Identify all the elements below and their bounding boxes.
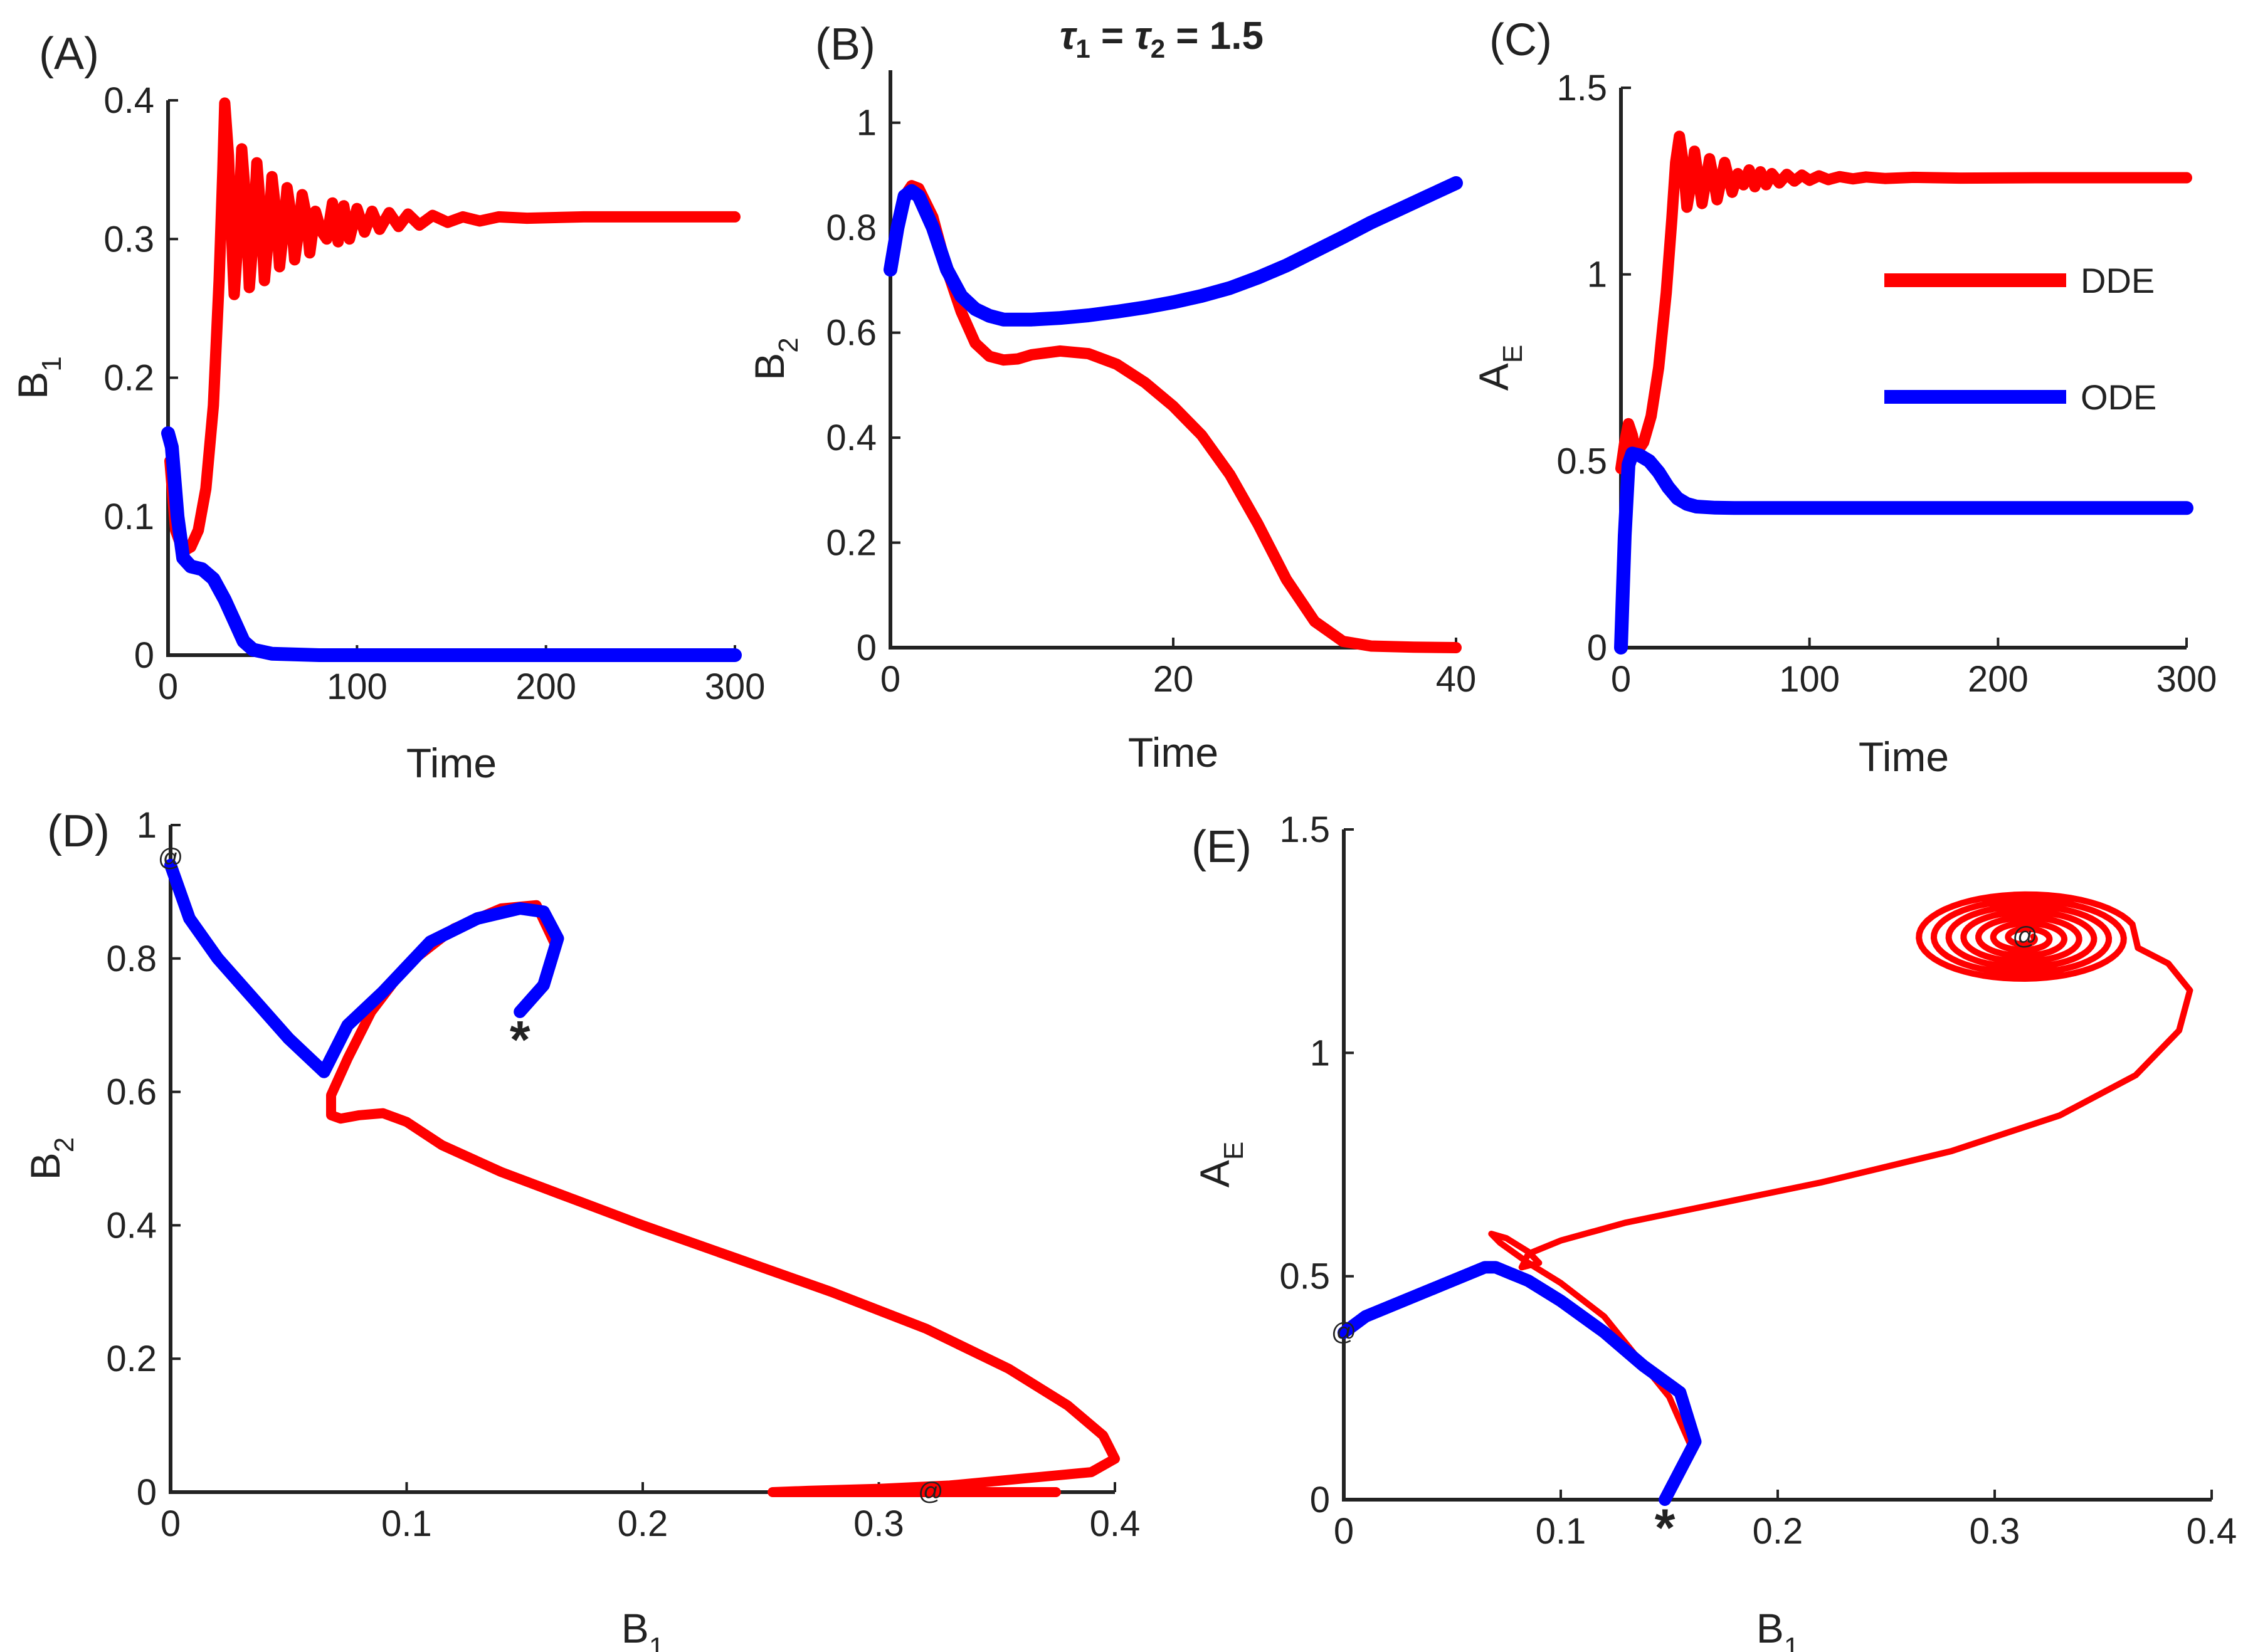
axes-b: [889, 70, 1456, 650]
x-tick-label: 100: [327, 666, 388, 707]
y-axis-label-e: AE: [1191, 1142, 1249, 1187]
legend-dde-label: DDE: [2081, 261, 2155, 300]
x-tick-label: 0.4: [1090, 1503, 1141, 1544]
panel-b: (B) 0 20 40 0 0.2 0.4 0.6 0.8 1 Time B2: [746, 19, 1476, 776]
y-axis-label-b: B2: [746, 337, 804, 381]
x-tick-label: 20: [1153, 659, 1194, 700]
series-dde-line-e: [1488, 891, 2193, 1503]
start-marker: *: [1655, 1498, 1676, 1557]
x-tick-label: 200: [515, 666, 576, 707]
x-tick-label: 0.2: [618, 1503, 668, 1544]
series-dde-line-d: [326, 900, 1120, 1497]
legend: DDE ODE: [1884, 261, 2156, 417]
y-tick-label: 0.1: [103, 497, 154, 537]
x-tick-label: 300: [705, 666, 766, 707]
series-ode-line-c: [1614, 446, 2193, 655]
y-tick-label: 0.5: [1556, 441, 1607, 481]
series-ode-line-e: [1338, 1261, 1702, 1506]
equilibrium-marker: @: [158, 844, 184, 871]
x-tick-label: 0.4: [2187, 1511, 2237, 1552]
x-axis-label-e: B1: [1756, 1605, 1800, 1652]
panel-d: (D) 0 0.1 0.2 0.3 0.4 0 0.2 0.4 0.6 0.8 1 B1 B2 @ @ *: [22, 805, 1140, 1652]
y-tick-label: 0: [134, 635, 154, 676]
y-tick-label: 0.6: [826, 313, 877, 354]
series-dde-line-c: [1615, 130, 2192, 475]
y-tick-label: 0.6: [106, 1072, 157, 1113]
start-marker: *: [510, 1010, 530, 1069]
y-tick-label: 1: [1587, 255, 1607, 295]
y-tick-label: 1: [137, 805, 157, 846]
legend-ode-label: ODE: [2081, 377, 2156, 417]
panel-label-b: (B): [815, 19, 875, 70]
series-ode-line-a: [161, 426, 742, 662]
panel-a: (A) 0 100 200 300 0 0.1 0.2 0.3 0.4 Time B1: [9, 29, 765, 786]
y-tick-label: 1: [857, 103, 877, 144]
panel-label-c: (C): [1489, 15, 1552, 65]
axes-d: [169, 825, 1115, 1494]
y-tick-label: 0.2: [106, 1339, 157, 1379]
x-tick-label: 0.3: [1970, 1511, 2020, 1552]
equilibrium-marker: @: [1331, 1318, 1357, 1345]
y-tick-label: 0.5: [1279, 1256, 1330, 1297]
figure-title: τ1 = τ2 = 1.5: [1060, 14, 1264, 63]
y-tick-label: 0.3: [103, 219, 154, 260]
panel-c: (C) 0 100 200 300 0 0.5 1 1.5 Time AE: [1470, 15, 2217, 780]
x-tick-label: 0.1: [381, 1503, 432, 1544]
x-tick-label: 0: [161, 1503, 181, 1544]
y-tick-label: 0.2: [826, 523, 877, 564]
x-axis-label-d: B1: [621, 1605, 665, 1652]
y-tick-label: 0.8: [826, 208, 877, 248]
panel-label-e: (E): [1191, 822, 1252, 872]
x-tick-label: 100: [1779, 659, 1840, 700]
y-tick-label: 0.8: [106, 939, 157, 979]
panel-label-d: (D): [47, 806, 110, 856]
x-axis-label-c: Time: [1859, 734, 1949, 780]
y-tick-label: 1: [1310, 1033, 1330, 1073]
x-tick-label: 0: [158, 666, 178, 707]
y-axis-label-d: B2: [22, 1137, 80, 1181]
y-tick-label: 0: [1587, 628, 1607, 668]
x-tick-label: 300: [2156, 659, 2217, 700]
x-tick-label: 0.3: [853, 1503, 904, 1544]
equilibrium-marker: @: [2012, 922, 2038, 950]
x-tick-label: 200: [1968, 659, 2029, 700]
y-axis-label-c: AE: [1470, 345, 1528, 391]
equilibrium-marker: @: [918, 1478, 944, 1505]
axes-e: [1342, 829, 2212, 1502]
y-tick-label: 0.4: [103, 80, 154, 121]
y-tick-label: 0.4: [106, 1205, 157, 1246]
y-tick-label: 0.4: [826, 418, 877, 458]
x-tick-label: 0: [880, 659, 900, 700]
x-axis-label-a: Time: [406, 740, 497, 786]
y-tick-label: 0: [137, 1472, 157, 1513]
y-tick-label: 0: [857, 628, 877, 668]
y-tick-label: 1.5: [1279, 809, 1330, 850]
x-tick-label: 40: [1436, 659, 1477, 700]
series-dde-line-a: [164, 97, 741, 557]
panel-e: (E) 0 0.1 0.2 0.3 0.4 0 0.5 1 1.5 B1 AE @ @ *: [1191, 809, 2237, 1652]
x-tick-label: 0.1: [1536, 1511, 1586, 1552]
y-tick-label: 1.5: [1556, 68, 1607, 108]
x-tick-label: 0.2: [1753, 1511, 1803, 1552]
y-axis-label-a: B1: [9, 356, 67, 399]
series-ode-line-b: [884, 176, 1463, 327]
y-tick-label: 0: [1310, 1480, 1330, 1520]
series-ode-line-d: [164, 858, 564, 1078]
panel-label-a: (A): [39, 29, 99, 79]
series-dde-line-b: [885, 180, 1462, 653]
x-tick-label: 0: [1611, 659, 1631, 700]
x-axis-label-b: Time: [1128, 729, 1218, 776]
y-tick-label: 0.2: [103, 358, 154, 399]
x-tick-label: 0: [1334, 1511, 1354, 1552]
